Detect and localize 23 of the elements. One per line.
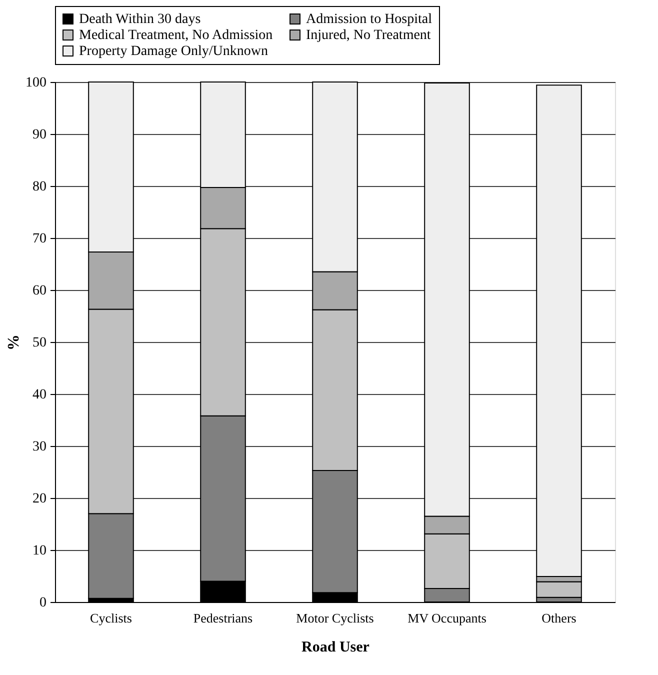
x-tick-label: Pedestrians: [193, 610, 253, 626]
legend-label: Admission to Hospital: [306, 12, 432, 27]
x-tick-label: Cyclists: [90, 610, 132, 626]
y-tick-label: 90: [32, 128, 46, 142]
y-tick-label: 50: [32, 336, 46, 350]
y-tick-label: 40: [32, 388, 46, 402]
y-tick-label: 70: [32, 232, 46, 246]
x-axis-title: Road User: [302, 640, 370, 656]
y-tick-label: 10: [32, 544, 46, 558]
y-tick-label: 30: [32, 440, 46, 454]
y-tick-label: 0: [40, 596, 46, 610]
x-tick-label: MV Occupants: [408, 610, 486, 626]
y-tick-label: 20: [32, 492, 46, 506]
y-axis-title: %: [6, 334, 22, 350]
legend-label: Property Damage Only/Unknown: [79, 44, 268, 59]
legend-label: Death Within 30 days: [79, 12, 201, 27]
y-tick-label: 100: [26, 76, 46, 90]
y-tick-label: 80: [32, 180, 46, 194]
y-tick-label: 60: [32, 284, 46, 298]
legend-label: Injured, No Treatment: [306, 28, 431, 43]
legend-label: Medical Treatment, No Admission: [79, 28, 273, 43]
x-tick-label: Others: [542, 610, 576, 626]
x-tick-label: Motor Cyclists: [296, 610, 374, 626]
